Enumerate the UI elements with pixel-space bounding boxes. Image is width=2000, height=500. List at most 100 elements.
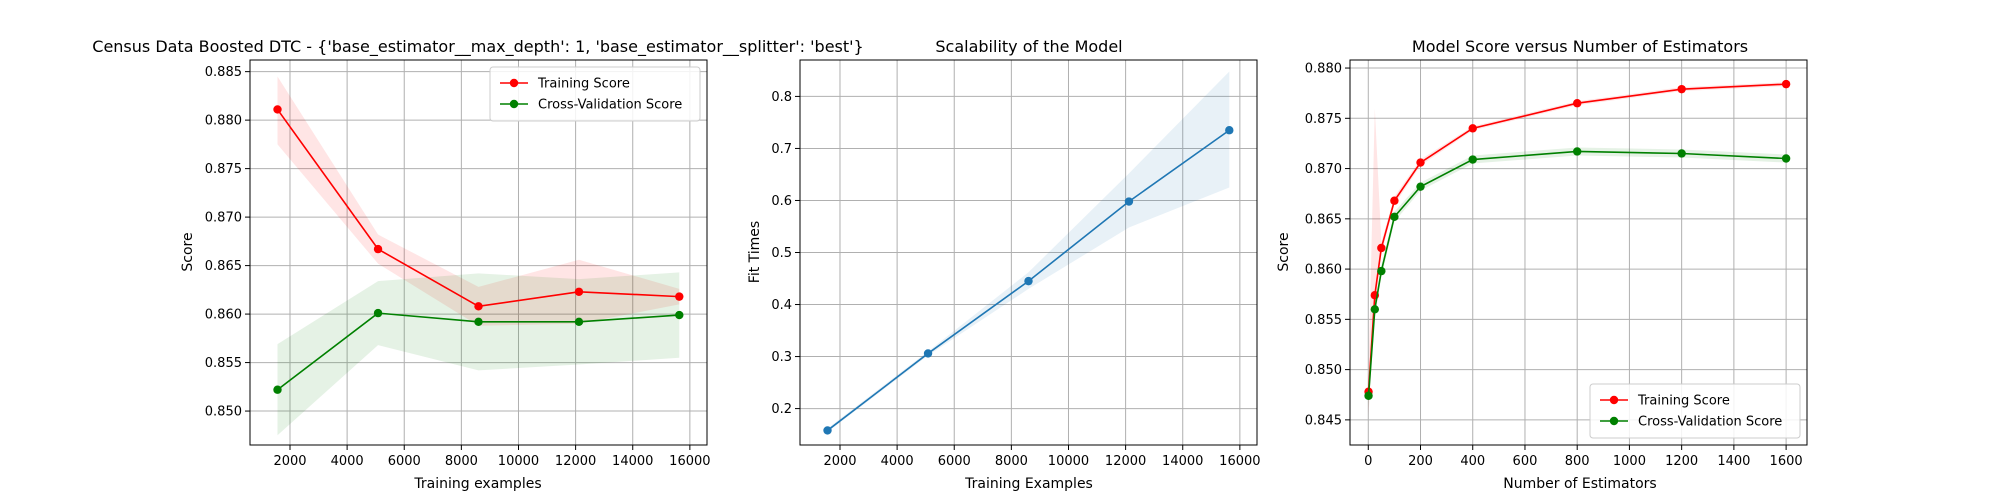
chart-2-y-tick-label: 0.2 (771, 402, 792, 417)
chart-3-x-tick-label: 1200 (1665, 454, 1698, 469)
chart-1-y-tick-label: 0.860 (205, 308, 242, 323)
chart-3-series-2-point (1468, 155, 1477, 164)
chart-3-x-tick-label: 1400 (1717, 454, 1750, 469)
chart-2-x-tick-label: 6000 (938, 454, 971, 469)
chart-2-x-tick-label: 10000 (1048, 454, 1089, 469)
chart-1-legend-box (489, 66, 701, 122)
chart-1-legend-label: Training Score (537, 77, 630, 92)
chart-1-y-tick-label: 0.855 (205, 356, 242, 371)
chart-3-series-1-point (1468, 124, 1477, 133)
chart-3-series-2-point (1364, 391, 1373, 400)
chart-2-y-tick-label: 0.4 (771, 298, 792, 313)
chart-3-legend-marker (1609, 416, 1619, 426)
chart-3-series-1-point (1416, 158, 1425, 167)
chart-1-y-tick-label: 0.850 (205, 405, 242, 420)
chart-3-x-tick-label: 800 (1565, 454, 1590, 469)
chart-1-series-1-band (277, 76, 680, 326)
chart-3-series-1-point (1677, 84, 1686, 94)
chart-2-y-tick-label: 0.5 (771, 246, 792, 261)
chart-3-y-tick-label: 0.865 (1305, 212, 1342, 227)
chart-1-y-tick-label: 0.885 (205, 65, 242, 80)
chart-2-series-1-point (1225, 126, 1234, 135)
chart-1-series-2-point (675, 310, 684, 320)
chart-2-series-1-point (1124, 197, 1134, 206)
chart-1-y-tick-label: 0.875 (205, 162, 242, 177)
chart-2-x-tick-label: 8000 (995, 454, 1028, 469)
chart-1-series-1-point (373, 244, 383, 254)
chart-3-x-tick-label: 1000 (1613, 454, 1646, 469)
chart-1-series-2-point (574, 317, 584, 327)
learning-curve-x-axis-label: Training examples (413, 476, 541, 492)
chart-3-y-tick-label: 0.870 (1305, 162, 1342, 177)
chart-2-series-1-point (923, 349, 933, 358)
chart-2-x-tick-label: 2000 (823, 454, 856, 469)
chart-3-y-tick-label: 0.860 (1305, 263, 1342, 278)
chart-3-series-1-point (1390, 196, 1399, 205)
chart-3-legend-box (1589, 383, 1801, 439)
estimators-chart: Model Score versus Number of Estimators … (1276, 37, 1808, 492)
scalability-title: Scalability of the Model (935, 37, 1122, 56)
chart-1-x-tick-label: 6000 (388, 454, 421, 469)
chart-3-series-2-point (1416, 182, 1425, 191)
chart-1-series-1-point (574, 287, 584, 296)
chart-2-x-tick-label: 12000 (1105, 454, 1146, 469)
chart-2-y-tick-label: 0.6 (771, 194, 792, 209)
scalability-x-axis-label: Training Examples (964, 476, 1093, 492)
chart-1-y-tick-label: 0.880 (205, 114, 242, 129)
learning-curve-chart: Census Data Boosted DTC - {'base_estimat… (92, 37, 863, 492)
chart-3-series-2-point (1781, 154, 1791, 163)
chart-1-series-2-point (474, 317, 483, 327)
chart-3-series-2-point (1377, 266, 1386, 276)
chart-1-legend-marker (509, 78, 519, 88)
chart-3-legend-label: Training Score (1637, 394, 1730, 409)
chart-1-x-tick-label: 16000 (669, 454, 710, 469)
chart-3-y-tick-label: 0.845 (1305, 413, 1342, 428)
chart-1-series-1-point (474, 302, 483, 311)
estimators-y-axis-label: Score (1276, 232, 1292, 271)
chart-3-x-tick-label: 400 (1460, 454, 1485, 469)
chart-2-y-tick-label: 0.7 (771, 142, 792, 157)
chart-1-series-2-point (273, 385, 282, 394)
chart-2-axes-frame (799, 59, 1258, 446)
chart-2-y-tick-label: 0.8 (771, 90, 792, 105)
chart-1-legend-label: Cross-Validation Score (538, 98, 682, 113)
scalability-y-axis-label: Fit Times (747, 221, 763, 283)
chart-2-grid (800, 60, 1257, 445)
learning-curve-title: Census Data Boosted DTC - {'base_estimat… (92, 37, 863, 57)
chart-3-series-1-point (1572, 99, 1582, 108)
chart-3-axes-frame (1349, 59, 1808, 446)
chart-3-x-tick-label: 1600 (1770, 454, 1803, 469)
chart-3-series-2-point (1390, 212, 1399, 222)
chart-3-y-tick-label: 0.850 (1305, 363, 1342, 378)
chart-1-series-1-point (273, 105, 282, 114)
chart-1-y-tick-label: 0.870 (205, 211, 242, 226)
chart-1-axes-frame (249, 59, 708, 446)
chart-3-series-1-point (1377, 243, 1386, 253)
scalability-chart: Scalability of the Model 2000 4000 6000 800… (747, 37, 1261, 492)
chart-1-x-tick-label: 8000 (445, 454, 478, 469)
chart-1-series-1-point (675, 292, 684, 301)
chart-2-series-1-point (823, 426, 832, 435)
chart-3-x-tick-label: 600 (1513, 454, 1538, 469)
chart-1-x-tick-label: 14000 (612, 454, 653, 469)
chart-3-series-2-point (1677, 149, 1686, 158)
chart-1-x-tick-label: 12000 (555, 454, 596, 469)
chart-2-x-tick-label: 4000 (881, 454, 914, 469)
chart-3-legend-marker (1609, 395, 1619, 405)
chart-3-series-2-point (1572, 147, 1582, 156)
chart-1-legend: Training Score Cross-Validation Score (489, 66, 701, 122)
chart-3-x-tick-label: 200 (1408, 454, 1433, 469)
chart-3-y-tick-label: 0.855 (1305, 313, 1342, 328)
chart-3-series-2-point (1370, 305, 1380, 314)
chart-2-x-tick-label: 16000 (1219, 454, 1260, 469)
chart-3-x-tick-label: 0 (1364, 454, 1372, 469)
chart-1-x-tick-label: 2000 (273, 454, 306, 469)
chart-1-x-tick-label: 4000 (331, 454, 364, 469)
chart-3-legend: Training Score Cross-Validation Score (1589, 383, 1801, 439)
learning-curve-y-axis-label: Score (180, 232, 196, 271)
chart-3-legend-label: Cross-Validation Score (1638, 415, 1782, 430)
chart-3-series-1-point (1781, 79, 1791, 89)
chart-1-y-tick-label: 0.865 (205, 259, 242, 274)
chart-2-y-tick-label: 0.3 (771, 350, 792, 365)
